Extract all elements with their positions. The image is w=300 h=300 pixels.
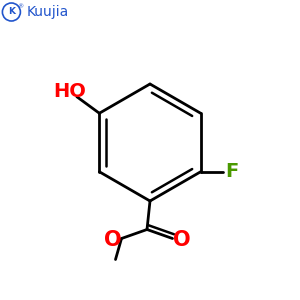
Text: HO: HO [53,82,86,101]
Text: O: O [173,230,190,250]
Text: K: K [8,8,15,16]
Text: Kuujia: Kuujia [26,5,69,19]
Text: O: O [104,230,122,250]
Text: ®: ® [17,4,23,9]
Text: F: F [225,162,238,181]
